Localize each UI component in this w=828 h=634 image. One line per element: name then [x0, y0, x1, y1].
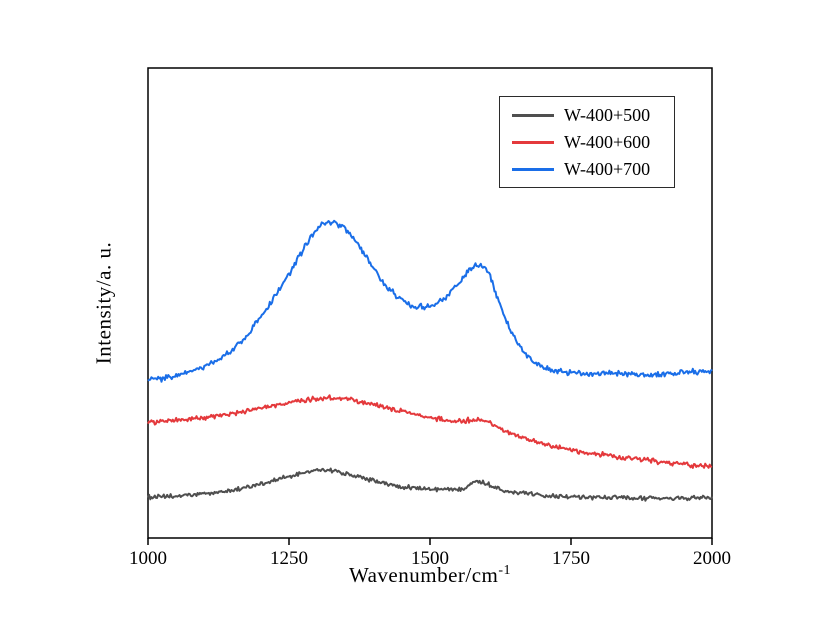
- x-axis-label-superscript: -1: [498, 563, 512, 578]
- legend-line-swatch: [512, 140, 554, 144]
- legend-line-swatch: [512, 113, 554, 117]
- legend-label: W-400+500: [564, 105, 651, 125]
- x-axis-label: Wavenumber/cm-1: [349, 563, 511, 588]
- spectra-curves: [147, 219, 713, 502]
- x-tick-label: 2000: [693, 548, 731, 569]
- legend-label: W-400+700: [564, 159, 651, 179]
- legend-item: W-400+600: [512, 133, 662, 151]
- legend-line-swatch: [512, 167, 554, 171]
- x-axis-label-base: Wavenumber/cm: [348, 563, 499, 587]
- legend: W-400+500 W-400+600 W-400+700: [499, 96, 675, 188]
- x-tick-label: 1750: [552, 548, 590, 569]
- x-axis-ticks: [147, 538, 713, 545]
- series-line-W-400+600: [147, 394, 713, 469]
- legend-label: W-400+600: [564, 132, 651, 152]
- y-axis-label: Intensity/a. u.: [91, 241, 116, 365]
- series-line-W-400+500: [147, 467, 713, 502]
- x-tick-label: 1000: [129, 548, 167, 569]
- legend-item: W-400+700: [512, 160, 662, 178]
- legend-item: W-400+500: [512, 106, 662, 124]
- x-tick-label: 1250: [270, 548, 308, 569]
- x-tick-label: 1500: [411, 548, 449, 569]
- series-line-W-400+700: [147, 219, 713, 383]
